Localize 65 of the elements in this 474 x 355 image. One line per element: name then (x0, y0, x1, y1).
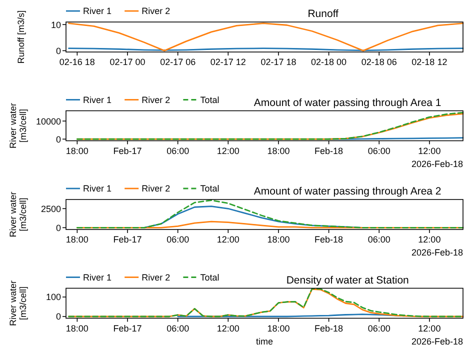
x-tick-label: Feb-17 (113, 234, 142, 244)
x-tick-label: 02-17 18 (260, 57, 296, 67)
legend-label: River 1 (83, 6, 112, 16)
x-tick-label: 18:00 (66, 323, 88, 334)
x-tick-label: 12:00 (216, 146, 240, 156)
text: 2026-Feb-18 (411, 248, 463, 258)
chart-title: Density of water at Station (286, 274, 410, 286)
y-axis-title: River water [m3/cell] (8, 102, 28, 149)
line-series (76, 200, 464, 228)
text: 2026-Feb-18 (411, 336, 463, 346)
x-tick-label: 06:00 (368, 146, 390, 156)
x-tick-label: 06:00 (166, 146, 190, 156)
legend-label: River 1 (83, 184, 112, 194)
x-tick-label: 02-18 00 (311, 57, 347, 67)
y-tick-label: 2500 (40, 204, 61, 214)
x-tick-label: 06:00 (368, 234, 390, 244)
x-tick-label: Feb-17 (113, 146, 142, 156)
y-tick-label: 10 (50, 20, 61, 30)
legend-label: River 1 (83, 94, 112, 105)
x-tick-label: 02-17 06 (160, 57, 196, 67)
y-tick-label: 0 (56, 46, 61, 56)
x-tick-label: 18:00 (66, 234, 88, 244)
x-tick-label: 12:00 (216, 234, 240, 244)
chart-title: Amount of water passing through Area 2 (254, 186, 442, 198)
x-tick-label: 12:00 (418, 234, 441, 244)
x-tick-label: 18:00 (267, 146, 290, 156)
y-tick-label: 100 (46, 292, 61, 302)
y-tick-label: 0 (56, 222, 61, 233)
x-tick-label: 02-17 00 (110, 57, 146, 67)
chart-title: Runoff (308, 8, 339, 20)
y-axis-title: River water [m3/cell] (8, 280, 28, 326)
y-axis-title: Runoff [m3/s] (16, 10, 26, 64)
chart-title: Amount of water passing through Area 1 (254, 96, 442, 109)
x-tick-label: 02-16 18 (59, 57, 95, 67)
x-tick-label: 06:00 (166, 323, 190, 334)
legend-label: Total (200, 184, 220, 194)
legend-label: River 2 (142, 272, 170, 282)
y-tick-label: 0 (56, 312, 61, 322)
legend-label: River 2 (142, 6, 170, 16)
legend-label: River 1 (83, 272, 112, 282)
x-tick-label: Feb-18 (314, 323, 344, 334)
text: 2026-Feb-18 (411, 158, 463, 169)
x-tick-label: 02-18 06 (361, 57, 397, 67)
x-axis-title: time (256, 336, 274, 346)
line-series (68, 22, 464, 52)
legend-label: Total (200, 272, 220, 282)
y-tick-label: 10000 (36, 116, 61, 126)
y-axis-title: River water [m3/cell] (8, 192, 28, 238)
legend-label: River 2 (142, 94, 170, 105)
x-tick-label: Feb-18 (314, 146, 344, 156)
x-tick-label: 18:00 (66, 146, 88, 156)
x-tick-label: 06:00 (166, 234, 190, 244)
x-tick-label: 18:00 (267, 234, 290, 244)
legend-label: River 2 (142, 184, 170, 194)
x-tick-label: 02-18 12 (412, 57, 448, 67)
x-tick-label: 12:00 (418, 146, 441, 156)
x-tick-label: 12:00 (418, 323, 441, 334)
y-tick-label: 0 (56, 134, 61, 144)
x-tick-label: 12:00 (216, 323, 240, 334)
x-tick-label: 18:00 (267, 323, 290, 334)
x-tick-label: Feb-18 (314, 234, 344, 244)
x-tick-label: Feb-17 (113, 323, 142, 334)
legend-label: Total (200, 94, 220, 105)
x-tick-label: 06:00 (368, 323, 390, 334)
x-tick-label: 02-17 12 (210, 57, 246, 67)
